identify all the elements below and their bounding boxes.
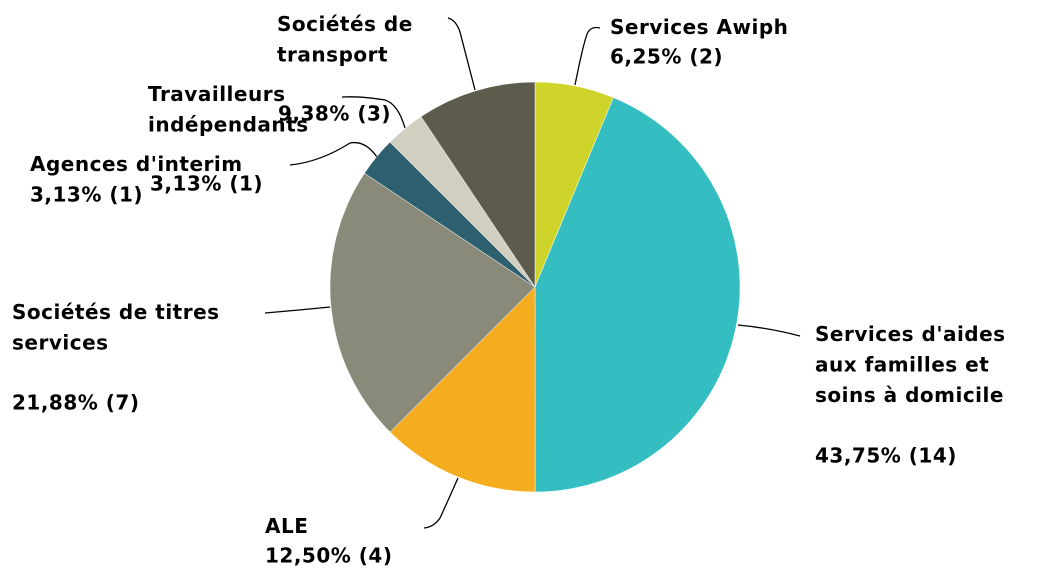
slice-label: ALE xyxy=(265,514,308,538)
slice-label: Services d'aides aux familles et soins à d… xyxy=(815,322,1006,407)
leader-line xyxy=(341,96,406,129)
slice-label: Travailleurs indépendants xyxy=(148,82,309,137)
slice-label: Sociétés de transport xyxy=(277,12,413,67)
slice-value-label: 12,50% (4) xyxy=(265,544,392,568)
leader-line xyxy=(423,477,459,529)
slice-value-label: 3,13% (1) xyxy=(30,183,143,207)
pie-slice xyxy=(389,286,536,493)
leader-line xyxy=(264,306,331,314)
slice-label: Sociétés de titres services xyxy=(12,300,220,355)
slice-value-label: 3,13% (1) xyxy=(150,172,263,196)
pie-slice xyxy=(420,81,536,288)
slice-label: Services Awiph xyxy=(610,15,788,39)
leader-line xyxy=(289,141,378,166)
slice-value-label: 6,25% (2) xyxy=(610,45,723,69)
pie-slice xyxy=(534,97,741,493)
slice-value-label: 9,38% (3) xyxy=(278,102,391,126)
leader-line xyxy=(447,17,476,91)
slice-label: Agences d'interim xyxy=(30,152,243,176)
leaders xyxy=(264,17,801,529)
leader-line xyxy=(737,324,801,337)
pie-slice xyxy=(329,172,536,433)
leader-line xyxy=(574,26,601,86)
slice-value-label: 43,75% (14) xyxy=(815,444,957,468)
slice-value-label: 21,88% (7) xyxy=(12,391,139,415)
